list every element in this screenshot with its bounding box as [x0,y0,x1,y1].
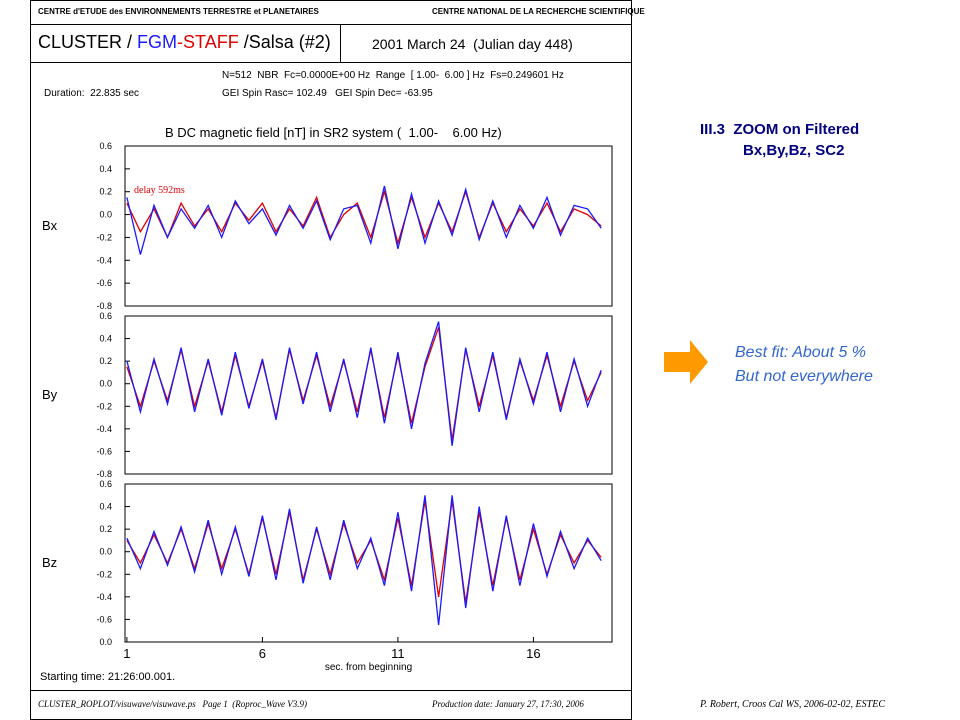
series-line [126,321,602,446]
y-tick-label: -0.4 [96,592,112,602]
y-tick-label: 0.0 [99,547,112,557]
y-tick-label: -0.2 [96,569,112,579]
plot-frame [124,483,613,643]
start-time: Starting time: 21:26:00.001. [40,671,176,683]
info: GEI Spin Rasc= 102.49 GEI Spin Dec= -63.… [222,88,433,99]
annotation: delay 592ms [134,185,185,196]
y-tick-label: -0.6 [96,446,112,456]
title-part: -STAFF [177,32,239,52]
y-tick-label: 0.6 [99,141,112,151]
heading: III.3 ZOOM on Filtered [700,121,860,138]
divider [30,24,632,25]
credit: P. Robert, Croos Cal WS, 2006-02-02, EST… [700,699,886,710]
plot-title: B DC magnetic field [nT] in SR2 system (… [165,125,502,140]
note: But not everywhere [735,368,873,385]
y-axis-label: Bx [42,218,58,233]
y-tick-label: 0.0 [99,210,112,220]
divider [30,62,632,63]
y-tick-label: 0.4 [99,334,112,344]
y-tick-label: 0.2 [99,187,112,197]
plot-frame [124,145,613,307]
heading: Bx,By,Bz, SC2 [743,142,845,159]
header-right: CENTRE NATIONAL DE LA RECHERCHE SCIENTIF… [432,7,645,16]
header-left: CENTRE d'ETUDE des ENVIRONNEMENTS TERRES… [38,7,319,16]
series-line [126,500,602,603]
arrow-icon [664,340,708,384]
y-tick-label: 0.4 [99,502,112,512]
y-tick-label: -0.6 [96,614,112,624]
series-line [126,185,602,255]
y-tick-label: -0.2 [96,232,112,242]
y-tick-label: -0.4 [96,255,112,265]
title-part: /Salsa (#2) [238,32,331,52]
series-line [126,189,602,246]
y-tick-label: 0.6 [99,479,112,489]
y-tick-label: -0.8 [96,301,112,311]
title-part: CLUSTER / [38,32,138,52]
footer-left: CLUSTER_ROPLOT/visuwave/visuwave.ps Page… [38,699,308,709]
plot-frame [124,315,613,475]
y-tick-label: -0.4 [96,424,112,434]
doc-title: CLUSTER / FGM-STAFF /Salsa (#2) [38,32,331,53]
info: N=512 NBR Fc=0.0000E+00 Hz Range [ 1.00-… [222,70,564,81]
y-tick-label: -0.2 [96,401,112,411]
footer-right: Production date: January 27, 17:30, 2006 [432,699,584,709]
x-tick-label: 1 [123,646,130,661]
divider [30,690,632,691]
y-tick-label: 0.2 [99,524,112,534]
y-tick-label: -0.6 [96,278,112,288]
y-tick-label: 0.6 [99,311,112,321]
note: Best fit: About 5 % [735,344,867,361]
x-axis-label: sec. from beginning [325,662,412,673]
series-line [126,495,602,626]
date: 2001 March 24 (Julian day 448) [372,36,573,52]
x-tick-label: 16 [526,646,540,661]
y-tick-label: 0.0 [99,637,112,647]
y-tick-label: 0.2 [99,356,112,366]
y-tick-label: 0.4 [99,164,112,174]
y-axis-label: Bz [42,555,57,570]
x-tick-label: 11 [391,646,405,661]
x-tick-label: 6 [259,646,266,661]
y-axis-label: By [42,387,58,402]
y-tick-label: 0.0 [99,379,112,389]
y-tick-label: -0.8 [96,469,112,479]
info: Duration: 22.835 sec [44,88,140,99]
divider [340,24,341,62]
title-part: FGM [137,32,178,52]
